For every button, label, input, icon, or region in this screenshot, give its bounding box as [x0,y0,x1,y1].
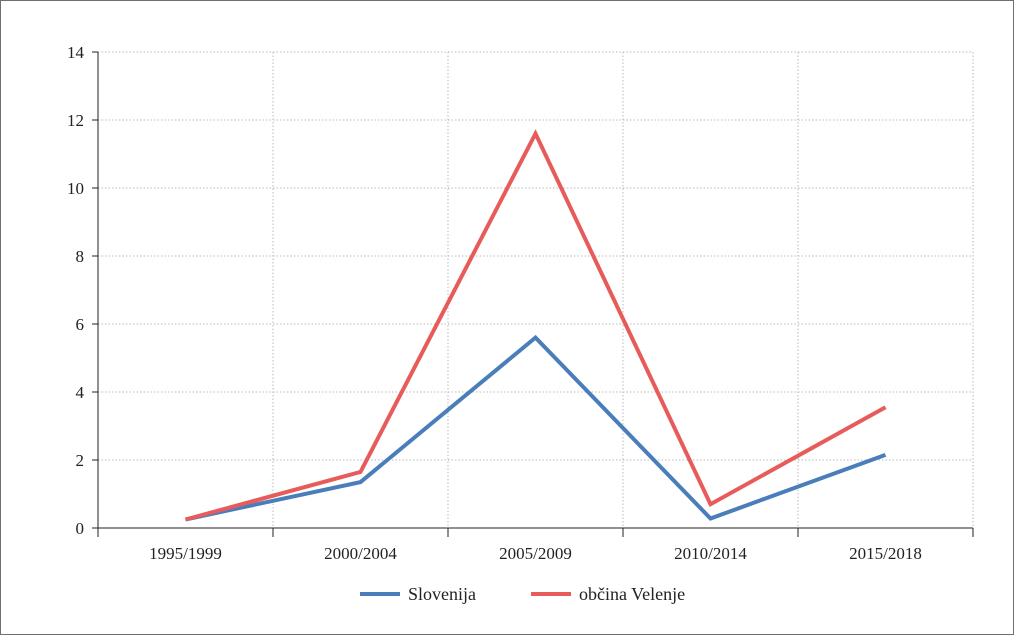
y-tick-label: 4 [76,383,85,402]
x-tick-label: 2015/2018 [849,544,922,563]
tick-labels: 0 2 4 6 8 10 12 14 1995/1999 2000/2004 2005/2009 20… [67,43,922,563]
x-tick-label: 2010/2014 [674,544,747,563]
series-line [185,334,887,522]
x-tick-label: 2005/2009 [499,544,572,563]
x-tick-label: 2000/2004 [324,544,397,563]
y-tick-label: 0 [76,519,85,538]
y-tick-label: 6 [76,315,85,334]
axes [92,51,974,537]
legend-label: občina Velenje [579,584,685,604]
y-tick-label: 12 [67,111,84,130]
y-tick-label: 14 [67,43,85,62]
series-line [184,129,887,522]
legend-label: Slovenija [408,584,476,604]
y-tick-label: 8 [76,247,85,266]
grid-lines [98,51,974,528]
legend: Slovenija občina Velenje [360,584,685,604]
x-tick-label: 1995/1999 [149,544,222,563]
y-tick-label: 10 [67,179,84,198]
y-tick-label: 2 [76,451,85,470]
series-lines [184,129,887,522]
